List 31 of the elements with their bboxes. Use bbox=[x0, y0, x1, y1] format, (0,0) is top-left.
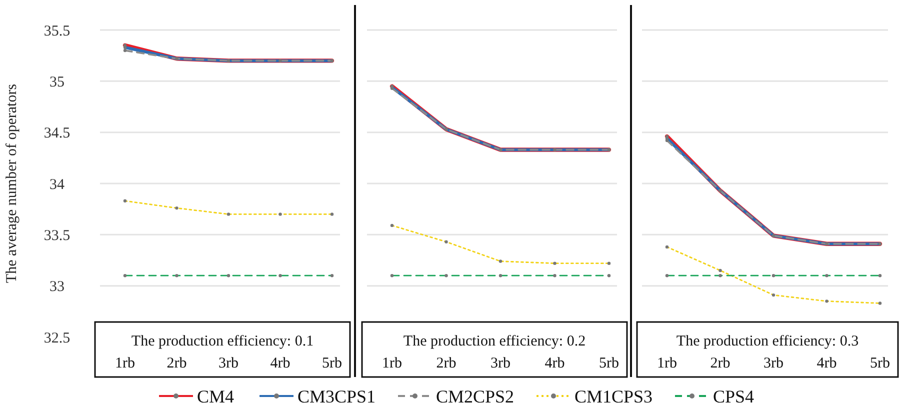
x-tick-label: 4rb bbox=[816, 355, 837, 372]
y-tick-label: 34.5 bbox=[44, 126, 70, 142]
x-tick-label: 5rb bbox=[322, 355, 342, 372]
x-axis-title: The production efficiency: 0.2 bbox=[403, 333, 586, 350]
y-tick-label: 33 bbox=[50, 279, 64, 296]
x-tick-label: 4rb bbox=[544, 355, 565, 372]
x-tick-label: 4rb bbox=[270, 355, 290, 372]
legend-label: CM2CPS2 bbox=[436, 386, 514, 406]
x-tick-label: 2rb bbox=[166, 355, 187, 372]
x-tick-label: 2rb bbox=[710, 355, 730, 372]
x-tick-label: 5rb bbox=[870, 355, 890, 372]
legend-label: CM1CPS3 bbox=[574, 386, 653, 406]
y-tick-label: 32.5 bbox=[44, 330, 70, 346]
legend-label: CM3CPS1 bbox=[298, 386, 376, 406]
y-tick-label: 35.5 bbox=[44, 23, 70, 40]
x-tick-label: 2rb bbox=[436, 355, 456, 372]
x-tick-label: 1rb bbox=[382, 355, 402, 372]
y-tick-label: 35 bbox=[50, 74, 64, 90]
legend-label: CM4 bbox=[197, 386, 234, 406]
x-tick-label: 3rb bbox=[764, 355, 784, 372]
x-tick-label: 1rb bbox=[115, 355, 135, 372]
legend-label: CPS4 bbox=[713, 386, 754, 406]
y-tick-label: 34 bbox=[50, 176, 65, 193]
y-tick-label: 33.5 bbox=[44, 228, 70, 244]
x-axis-title: The production efficiency: 0.1 bbox=[131, 333, 314, 350]
x-tick-label: 1rb bbox=[657, 355, 677, 372]
x-tick-label: 3rb bbox=[490, 355, 510, 372]
x-tick-label: 5rb bbox=[599, 355, 619, 372]
x-axis-title: The production efficiency: 0.3 bbox=[676, 333, 859, 350]
x-tick-label: 3rb bbox=[218, 355, 238, 372]
y-axis-title: The average number of operators bbox=[4, 84, 20, 284]
